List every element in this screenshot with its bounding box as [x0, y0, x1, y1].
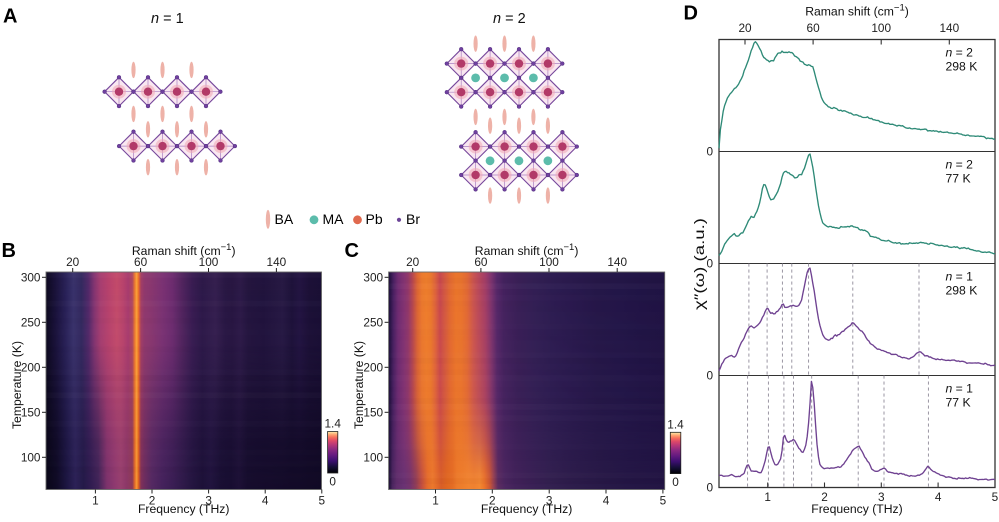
svg-text:Br: Br [406, 211, 420, 227]
svg-text:0: 0 [672, 475, 679, 489]
svg-text:BA: BA [275, 211, 294, 227]
svg-text:100: 100 [199, 255, 219, 269]
svg-text:5: 5 [660, 494, 667, 508]
svg-text:100: 100 [363, 451, 383, 465]
svg-text:1.4: 1.4 [324, 417, 341, 431]
svg-text:4: 4 [262, 494, 269, 508]
svg-text:Temperature (K): Temperature (K) [352, 341, 366, 429]
svg-text:n = 2: n = 2 [493, 11, 526, 27]
svg-text:250: 250 [21, 316, 41, 330]
svg-text:Temperature (K): Temperature (K) [10, 341, 24, 429]
svg-text:140: 140 [267, 255, 287, 269]
svg-text:n = 1: n = 1 [151, 11, 184, 27]
svg-text:0: 0 [706, 369, 713, 383]
svg-text:20: 20 [66, 255, 80, 269]
svg-text:20: 20 [738, 21, 752, 35]
svg-text:2: 2 [489, 494, 496, 508]
svg-text:150: 150 [363, 406, 383, 420]
svg-text:60: 60 [134, 255, 148, 269]
svg-text:Pb: Pb [366, 211, 383, 227]
svg-text:Frequency (THz): Frequency (THz) [481, 502, 572, 516]
svg-text:Frequency (THz): Frequency (THz) [811, 502, 902, 516]
svg-text:200: 200 [363, 361, 383, 375]
svg-text:3: 3 [878, 490, 885, 504]
svg-text:n = 2: n = 2 [946, 46, 974, 60]
svg-text:MA: MA [323, 211, 345, 227]
svg-text:1: 1 [764, 490, 771, 504]
svg-text:2: 2 [821, 490, 828, 504]
svg-text:200: 200 [21, 361, 41, 375]
svg-text:298 K: 298 K [946, 284, 978, 298]
svg-text:1.4: 1.4 [667, 417, 684, 431]
svg-text:Raman shift (cm−1): Raman shift (cm−1) [805, 2, 909, 19]
svg-text:300: 300 [363, 271, 383, 285]
svg-text:4: 4 [935, 490, 942, 504]
svg-text:3: 3 [546, 494, 553, 508]
svg-text:n = 1: n = 1 [946, 270, 974, 284]
svg-text:100: 100 [871, 21, 891, 35]
svg-text:100: 100 [21, 451, 41, 465]
svg-text:60: 60 [807, 21, 821, 35]
svg-text:20: 20 [406, 255, 420, 269]
svg-text:1: 1 [432, 494, 439, 508]
svg-text:n = 1: n = 1 [946, 382, 974, 396]
svg-text:140: 140 [939, 21, 959, 35]
svg-text:300: 300 [21, 271, 41, 285]
svg-text:Frequency (THz): Frequency (THz) [138, 502, 229, 516]
svg-text:n = 2: n = 2 [946, 158, 974, 172]
svg-text:77 K: 77 K [946, 396, 971, 410]
svg-text:60: 60 [474, 255, 488, 269]
svg-text:1: 1 [92, 494, 99, 508]
svg-text:D: D [684, 3, 698, 25]
svg-text:140: 140 [607, 255, 627, 269]
svg-text:150: 150 [21, 406, 41, 420]
svg-text:χ″(ω) (a.u.): χ″(ω) (a.u.) [691, 218, 707, 310]
svg-text:100: 100 [539, 255, 559, 269]
svg-text:A: A [3, 6, 17, 28]
svg-text:Raman shift (cm−1): Raman shift (cm−1) [132, 242, 236, 259]
svg-text:0: 0 [706, 145, 713, 159]
svg-text:77 K: 77 K [946, 172, 971, 186]
svg-text:0: 0 [706, 481, 713, 495]
svg-text:5: 5 [319, 494, 326, 508]
svg-text:4: 4 [603, 494, 610, 508]
svg-text:Raman shift (cm−1): Raman shift (cm−1) [475, 242, 579, 259]
svg-text:250: 250 [363, 316, 383, 330]
svg-text:B: B [2, 240, 16, 262]
svg-text:2: 2 [149, 494, 156, 508]
svg-text:3: 3 [205, 494, 212, 508]
svg-text:C: C [345, 240, 359, 262]
svg-text:298 K: 298 K [946, 60, 978, 74]
svg-text:5: 5 [992, 490, 999, 504]
svg-text:0: 0 [706, 257, 713, 271]
svg-text:0: 0 [329, 475, 336, 489]
